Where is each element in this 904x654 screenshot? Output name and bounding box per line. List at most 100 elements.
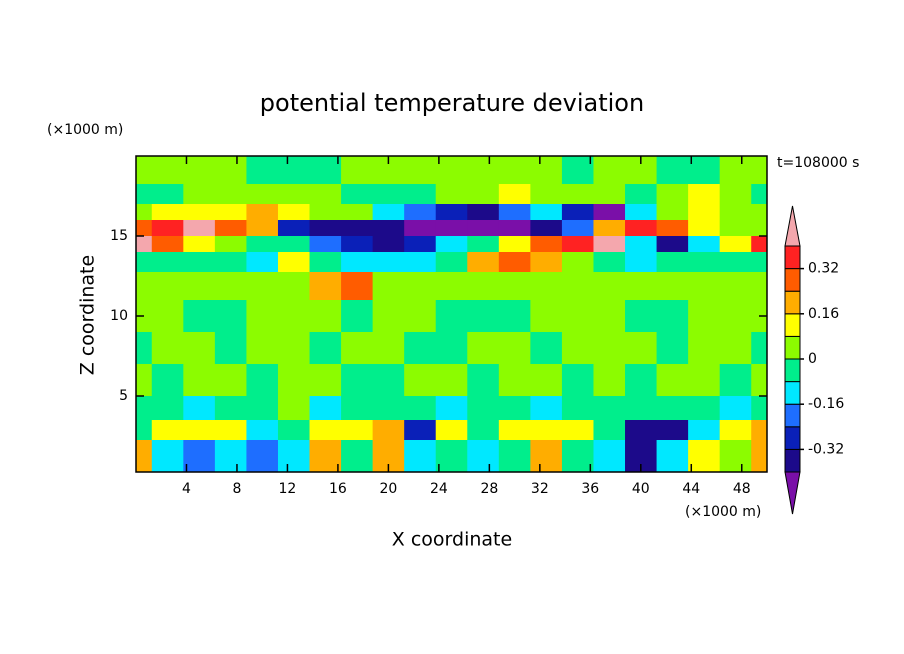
contour-cell	[214, 204, 247, 221]
contour-cell	[467, 184, 500, 205]
contour-cell	[561, 332, 594, 365]
contour-cell	[341, 236, 374, 253]
contour-cell	[719, 252, 752, 273]
contour-cell	[656, 252, 689, 273]
contour-cell	[372, 236, 405, 253]
contour-cell	[183, 332, 216, 365]
contour-cell	[751, 184, 768, 205]
contour-cell	[183, 220, 216, 237]
contour-cell	[309, 440, 342, 473]
contour-cell	[467, 220, 500, 237]
contour-cell	[593, 364, 626, 397]
contour-cell	[751, 396, 768, 421]
colorbar-box	[784, 268, 801, 292]
contour-cell	[136, 364, 153, 397]
contour-cell	[404, 252, 437, 273]
contour-cell	[593, 184, 626, 205]
contour-cell	[656, 332, 689, 365]
contour-cell	[404, 156, 437, 185]
contour-cell	[183, 440, 216, 473]
contour-cell	[214, 184, 247, 205]
contour-cell	[183, 272, 216, 301]
x-unit: (×1000 m)	[685, 504, 761, 520]
contour-cell	[246, 236, 279, 253]
contour-cell	[561, 184, 594, 205]
contour-cell	[498, 220, 531, 237]
contour-cell	[530, 236, 563, 253]
contour-cell	[625, 236, 658, 253]
contour-cell	[719, 272, 752, 301]
contour-cell	[435, 184, 468, 205]
contour-cell	[246, 184, 279, 205]
contour-cell	[151, 204, 184, 221]
contour-cell	[277, 300, 311, 333]
contour-cell	[309, 420, 342, 441]
contour-cell	[151, 156, 184, 185]
contour-cell	[719, 332, 752, 365]
contour-cell	[341, 420, 374, 441]
contour-cell	[751, 236, 768, 253]
contour-cell	[277, 184, 311, 205]
contour-cell	[593, 204, 626, 221]
x-tick-label: 20	[379, 481, 397, 497]
contour-cell	[561, 420, 594, 441]
contour-cell	[530, 332, 563, 365]
contour-cell	[341, 204, 374, 221]
contour-cell	[214, 332, 247, 365]
contour-cell	[183, 300, 216, 333]
contour-cell	[593, 332, 626, 365]
contour-cell	[498, 332, 531, 365]
chart-title: potential temperature deviation	[260, 89, 644, 117]
contour-cell	[277, 252, 311, 273]
contour-cell	[151, 420, 184, 441]
contour-cell	[625, 332, 658, 365]
contour-cell	[372, 272, 405, 301]
contour-cell	[467, 332, 500, 365]
contour-cell	[530, 184, 563, 205]
contour-cell	[277, 332, 311, 365]
contour-cell	[593, 236, 626, 253]
contour-cell	[498, 156, 531, 185]
contour-cell	[277, 220, 311, 237]
colorbar-tick-label: -0.32	[808, 441, 844, 457]
contour-cell	[435, 364, 468, 397]
contour-cell	[593, 300, 626, 333]
contour-cell	[719, 184, 752, 205]
contour-cell	[151, 332, 184, 365]
x-tick-label: 4	[182, 481, 191, 497]
contour-cell	[277, 420, 311, 441]
x-tick-label: 8	[232, 481, 241, 497]
contour-cell	[435, 332, 468, 365]
contour-cell	[625, 252, 658, 273]
contour-cell	[467, 440, 500, 473]
contour-cell	[136, 396, 153, 421]
colorbar-box	[784, 448, 801, 473]
contour-cell	[530, 364, 563, 397]
contour-cell	[246, 204, 279, 221]
contour-cell	[136, 440, 153, 473]
contour-cell	[214, 440, 247, 473]
contour-cell	[277, 236, 311, 253]
contour-cell	[404, 236, 437, 253]
contour-cell	[404, 396, 437, 421]
contour-cell	[625, 184, 658, 205]
contour-cell	[625, 420, 658, 441]
contour-cell	[435, 396, 468, 421]
contour-cell	[435, 420, 468, 441]
contour-cell	[467, 204, 500, 221]
contour-cell	[372, 220, 405, 237]
x-tick-label: 44	[682, 481, 700, 497]
contour-cell	[136, 272, 153, 301]
contour-cell	[593, 220, 626, 237]
contour-cell	[151, 272, 184, 301]
contour-cell	[625, 364, 658, 397]
x-axis-label: X coordinate	[392, 529, 512, 551]
contour-cell	[530, 220, 563, 237]
contour-cell	[341, 300, 374, 333]
contour-cell	[404, 272, 437, 301]
colorbar-box	[784, 381, 801, 405]
contour-cell	[309, 236, 342, 253]
contour-cell	[688, 420, 721, 441]
contour-cell	[341, 272, 374, 301]
contour-cell	[688, 236, 721, 253]
